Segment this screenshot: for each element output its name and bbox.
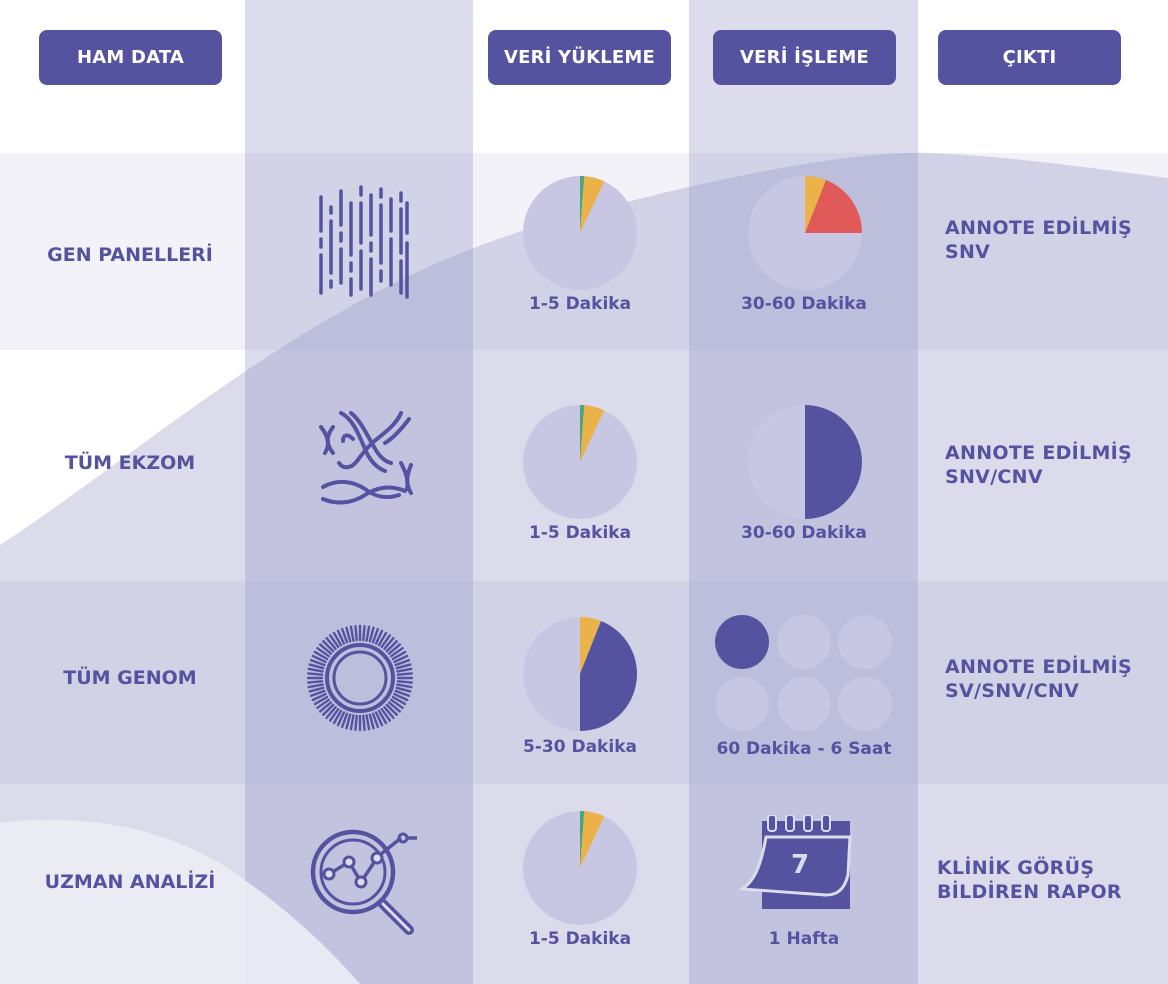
genome-ring-icon: [306, 624, 414, 732]
bottom-curve-tint: [0, 819, 360, 984]
output-ekzom: ANNOTE EDİLMİŞ SNV/CNV: [945, 441, 1132, 489]
header-veri-isleme: VERİ İŞLEME: [713, 30, 896, 85]
output-line: SNV/CNV: [945, 466, 1043, 488]
output-line: KLİNİK GÖRÜŞ: [937, 857, 1095, 879]
pie-ekzom-process: [748, 405, 862, 519]
output-line: SV/SNV/CNV: [945, 680, 1080, 702]
row-label-gen-panelleri: GEN PANELLERİ: [47, 244, 213, 266]
pie-slice-red: [805, 180, 862, 233]
duration-gen-panel-upload: 1-5 Dakika: [528, 294, 632, 314]
dna-sequence-icon: [319, 185, 409, 299]
duration-genom-upload: 5-30 Dakika: [523, 737, 637, 757]
six-circles-indicator: [715, 615, 892, 731]
pie-slice-green: [580, 405, 585, 462]
output-line: BİLDİREN RAPOR: [937, 881, 1122, 903]
calendar-day: 7: [791, 850, 809, 880]
search-analytics-icon: [310, 829, 417, 935]
calendar-icon: 7: [740, 815, 852, 909]
output-uzman: KLİNİK GÖRÜŞ BİLDİREN RAPOR: [937, 856, 1122, 904]
duration-ekzom-upload: 1-5 Dakika: [528, 523, 632, 543]
header-veri-yukleme: VERİ YÜKLEME: [488, 30, 671, 85]
pie-uzman-upload: [523, 811, 637, 925]
wave-shape: [0, 152, 1168, 984]
duration-uzman-process: 1 Hafta: [768, 929, 840, 949]
pie-slice-primary: [805, 405, 862, 519]
pie-slice-yellow: [580, 617, 601, 674]
pie-slice-green: [580, 176, 585, 233]
pie-slice-yellow: [580, 811, 605, 868]
duration-uzman-upload: 1-5 Dakika: [528, 929, 632, 949]
row-label-tum-genom: TÜM GENOM: [63, 667, 197, 689]
output-gen-panel: ANNOTE EDİLMİŞ SNV: [945, 216, 1132, 264]
output-line: ANNOTE EDİLMİŞ: [945, 442, 1133, 464]
duration-gen-panel-process: 30-60 Dakika: [741, 294, 867, 314]
duration-ekzom-process: 30-60 Dakika: [741, 523, 867, 543]
output-line: ANNOTE EDİLMİŞ: [945, 656, 1133, 678]
header-cikti: ÇIKTI: [938, 30, 1121, 85]
header-ham-data: HAM DATA: [39, 30, 222, 85]
duration-genom-process: 60 Dakika - 6 Saat: [716, 739, 892, 759]
row-label-tum-ekzom: TÜM EKZOM: [64, 452, 196, 474]
pie-gen-panel-process: [748, 176, 862, 290]
row-label-uzman-analizi: UZMAN ANALİZİ: [44, 871, 216, 893]
pie-slice-green: [580, 811, 585, 868]
output-line: SNV: [945, 241, 991, 263]
output-genom: ANNOTE EDİLMİŞ SV/SNV/CNV: [945, 655, 1132, 703]
output-line: ANNOTE EDİLMİŞ: [945, 217, 1133, 239]
pie-slice-yellow: [805, 176, 826, 233]
pie-slice-yellow: [580, 405, 605, 462]
column-stripe-icons: [245, 0, 473, 984]
pie-gen-panel-upload: [523, 176, 637, 290]
chromosome-icon: [319, 411, 413, 505]
pie-slice-primary: [580, 621, 637, 731]
pie-slice-yellow: [580, 176, 605, 233]
pie-ekzom-upload: [523, 405, 637, 519]
pie-genom-upload: [523, 617, 637, 731]
